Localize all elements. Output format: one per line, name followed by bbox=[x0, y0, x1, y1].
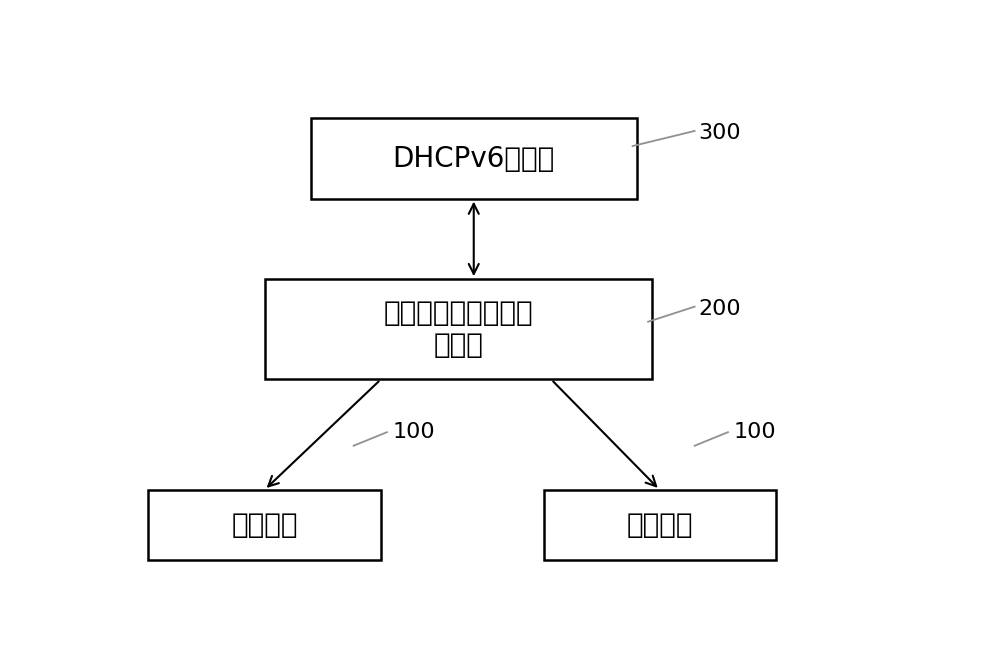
Text: 300: 300 bbox=[698, 123, 741, 143]
FancyBboxPatch shape bbox=[264, 279, 652, 379]
Text: 用户终端: 用户终端 bbox=[231, 511, 298, 539]
Text: DHCPv6服务器: DHCPv6服务器 bbox=[393, 145, 555, 173]
Text: 100: 100 bbox=[733, 422, 776, 442]
FancyBboxPatch shape bbox=[311, 119, 637, 199]
Text: 用户终端: 用户终端 bbox=[626, 511, 693, 539]
Text: 100: 100 bbox=[392, 422, 435, 442]
Text: 200: 200 bbox=[698, 299, 741, 319]
FancyBboxPatch shape bbox=[148, 490, 381, 560]
Text: 具有侦听功能的三层
交换机: 具有侦听功能的三层 交换机 bbox=[383, 299, 533, 359]
FancyBboxPatch shape bbox=[544, 490, 776, 560]
